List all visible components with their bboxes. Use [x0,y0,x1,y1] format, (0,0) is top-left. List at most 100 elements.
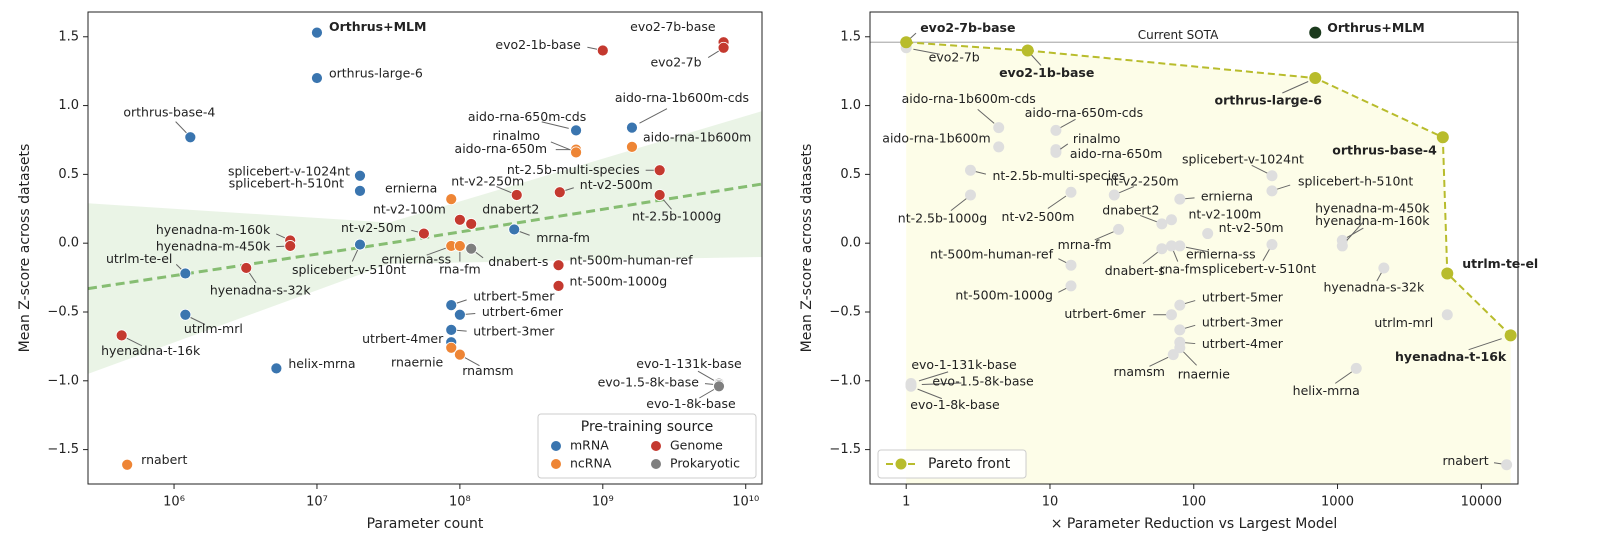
point-label: utrbert-4mer [1202,336,1284,351]
data-point [1174,299,1186,311]
data-point [1202,228,1214,240]
point-label: evo2-7b [650,54,701,69]
point-label: utrbert-6mer [1064,306,1146,321]
data-point [1021,44,1034,57]
point-label: nt-v2-250m [1106,174,1179,189]
data-point [179,308,192,321]
leader-line [550,141,571,151]
point-label: aido-rna-650m [1070,146,1163,161]
x-axis-label: × Parameter Reduction vs Largest Model [1051,516,1338,532]
x-tick-label: 10⁶ [163,495,185,510]
point-label: utrlm-mrl [184,321,243,336]
y-tick-label: −1.5 [47,442,79,457]
point-label: helix-mrna [288,356,355,371]
point-label: dnabert-s [488,254,548,269]
point-label: nt-2.5b-multi-species [992,168,1125,183]
data-point [270,362,283,375]
leader-line [1468,338,1502,351]
y-tick-label: 1.5 [840,29,861,44]
data-point [445,299,458,312]
point-label: nt-v2-50m [1219,220,1284,235]
legend-label: mRNA [570,438,609,453]
point-label: rnamsm [1114,364,1165,379]
y-tick-label: 0.5 [840,167,861,182]
data-point [1350,362,1362,374]
data-point [453,240,466,252]
data-point [1065,186,1077,198]
legend-box [537,413,757,479]
confidence-band [88,111,762,374]
data-point [1309,72,1322,85]
data-point [1174,324,1186,336]
data-point [1309,26,1322,39]
point-label: helix-mrna [1293,383,1360,398]
point-label: splicebert-v-1024nt [228,163,350,178]
data-point [626,121,638,134]
point-label: utrlm-mrl [1374,315,1433,330]
leader-line [1139,215,1158,223]
point-label: aido-rna-1b600m [643,129,751,144]
point-label: splicebert-v-510nt [292,262,406,277]
point-label: evo-1-131k-base [911,357,1017,372]
x-tick-label: 10⁹ [592,495,614,510]
point-label: utrbert-3mer [473,323,555,338]
point-label: orthrus-base-4 [1332,143,1437,158]
data-point [1504,329,1517,342]
y-tick-label: −1.0 [47,373,79,388]
pareto-line [906,41,1512,337]
leader-line [917,388,942,400]
data-point [1065,280,1077,292]
legend-marker [651,459,661,469]
data-point [1174,193,1186,205]
point-label: dnabert2 [1102,202,1159,217]
data-point [570,146,582,159]
point-label: mrna-fm [1058,237,1112,252]
legend-marker [895,458,907,470]
data-point [626,140,638,153]
y-axis-label: Mean Z-score across datasets [799,144,815,353]
point-label: ernierna [385,181,437,196]
x-tick-label: 10⁷ [306,495,328,510]
leader-line [697,370,715,382]
leader-line [1182,324,1196,330]
leader-line [977,109,995,124]
point-label: nt-v2-500m [580,177,653,192]
point-label: nt-2.5b-multi-species [507,162,640,177]
point-label: orthrus-large-6 [329,66,423,81]
leader-line [496,186,513,194]
point-label: splicebert-h-510nt [1298,173,1413,188]
point-label: aido-rna-1b600m-cds [902,91,1036,106]
y-tick-label: −1.0 [829,373,861,388]
x-tick-label: 10000 [1461,495,1502,510]
point-label: ernierna [1201,189,1253,204]
y-tick-label: 1.0 [840,98,861,113]
legend-marker [551,441,561,451]
leader-line [1262,248,1271,262]
x-axis-label: Parameter count [367,516,484,532]
point-label: aido-rna-650m-cds [468,109,586,124]
leader-line [1059,118,1076,129]
data-point [417,227,430,240]
point-label: utrbert-4mer [362,331,444,346]
y-tick-label: −1.5 [829,442,861,457]
point-label: hyenadna-s-32k [1323,279,1425,294]
point-label: nt-500m-human-ref [930,247,1054,262]
point-label: evo-1-131k-base [636,356,742,371]
leader-line [1282,81,1309,94]
leader-line [1094,231,1114,241]
data-point [1436,131,1449,144]
point-label: evo-1.5-8k-base [932,373,1034,388]
data-point [1156,243,1168,255]
point-label: splicebert-v-510nt [1202,261,1316,276]
leader-line [189,316,206,325]
x-tick-label: 10 [1042,495,1059,510]
leader-line [1142,251,1159,265]
data-point [284,240,297,252]
point-label: utrbert-3mer [1202,314,1284,329]
leader-line [1047,195,1067,209]
data-point [1113,223,1125,235]
y-tick-label: −0.5 [47,304,79,319]
point-label: aido-rna-1b600m-cds [615,90,749,105]
point-label: nt-500m-1000g [955,287,1053,302]
